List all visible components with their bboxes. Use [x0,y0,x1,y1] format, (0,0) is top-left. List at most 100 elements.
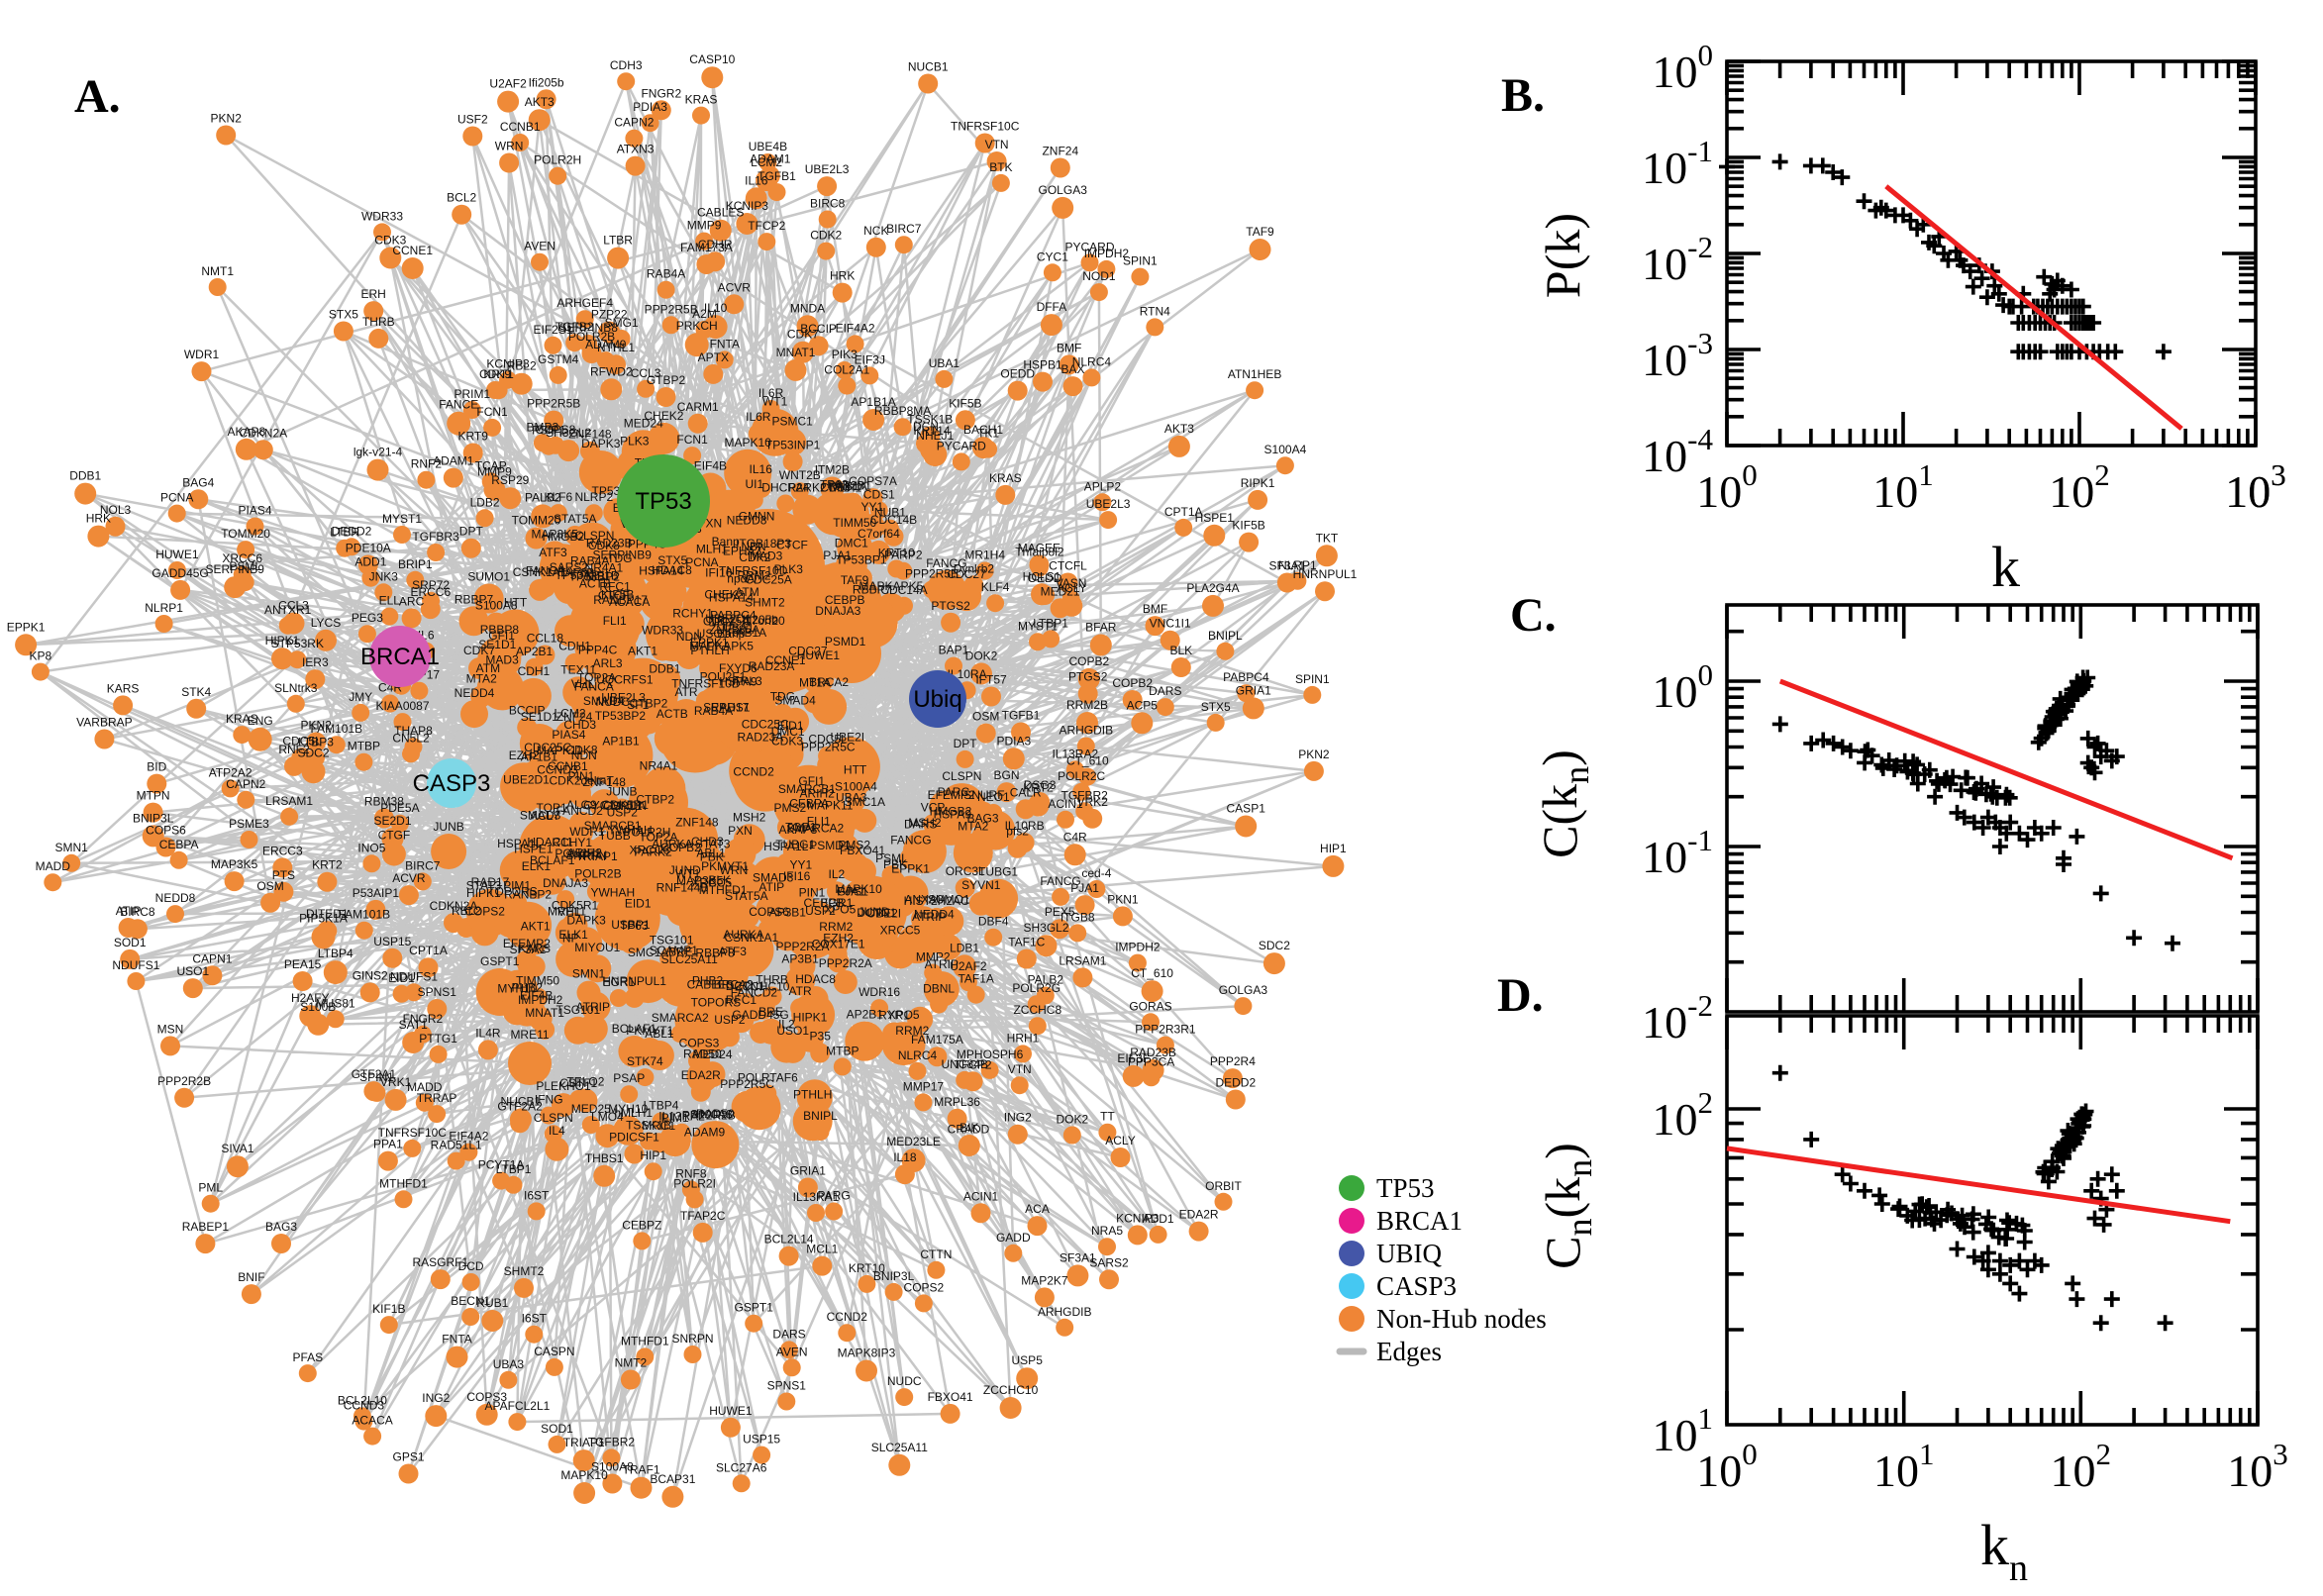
svg-text:TP53AP1: TP53AP1 [556,568,607,582]
svg-text:PSML: PSML [875,851,908,865]
svg-text:MSN: MSN [157,1022,184,1036]
svg-text:HRK: HRK [86,512,111,526]
svg-text:STK74: STK74 [627,1054,663,1068]
svg-text:TOPORS: TOPORS [487,885,537,899]
svg-text:102: 102 [2049,457,2110,517]
svg-text:RAD23B: RAD23B [586,536,633,549]
svg-text:PDIA3: PDIA3 [633,100,667,114]
svg-text:LCM2: LCM2 [554,707,585,721]
svg-text:RANBP17: RANBP17 [593,593,648,607]
svg-text:pfs2: pfs2 [1006,825,1029,839]
svg-text:DMC1: DMC1 [771,725,805,739]
svg-text:CASPN: CASPN [534,1345,574,1358]
svg-text:ITGB8: ITGB8 [1060,910,1095,924]
svg-text:COPS2: COPS2 [904,1280,945,1294]
svg-text:HSPB1: HSPB1 [1023,358,1062,372]
svg-text:NEO1: NEO1 [977,790,1010,804]
svg-text:GMNN: GMNN [739,510,775,524]
svg-text:RCHY1: RCHY1 [672,607,713,621]
svg-text:CDC25A: CDC25A [745,573,791,587]
svg-text:PLA2G4A: PLA2G4A [1186,581,1239,595]
svg-text:LDB1: LDB1 [950,941,979,954]
svg-text:KIAA0087: KIAA0087 [375,699,429,713]
svg-text:S100A4: S100A4 [1264,443,1307,456]
svg-text:ALG9: ALG9 [566,798,597,812]
svg-text:C.: C. [1510,589,1557,642]
svg-text:PTTG1: PTTG1 [419,1032,457,1046]
svg-text:EGR1: EGR1 [602,975,635,989]
svg-text:NMT2: NMT2 [615,1356,648,1370]
svg-text:ZNF148: ZNF148 [583,775,627,789]
svg-text:TT: TT [1100,1110,1115,1124]
svg-text:PKMYT1: PKMYT1 [626,1024,673,1038]
svg-text:TAF6B: TAF6B [558,566,594,580]
svg-text:Tnfaip8l2: Tnfaip8l2 [1015,545,1064,558]
svg-text:FAM173A: FAM173A [680,241,733,254]
svg-text:ZCCHC8: ZCCHC8 [1013,1003,1061,1017]
svg-text:JMY: JMY [349,690,372,704]
svg-text:Ubiq: Ubiq [913,686,961,713]
svg-text:EFEMP2: EFEMP2 [503,937,551,950]
svg-text:USO1: USO1 [776,1024,809,1038]
svg-text:KLF4: KLF4 [981,580,1010,594]
svg-text:ATRIP: ATRIP [576,1000,610,1014]
svg-text:USP15: USP15 [373,935,411,948]
svg-text:SMARCB1: SMARCB1 [778,782,836,796]
svg-text:ACVR: ACVR [718,280,752,294]
svg-text:BNIPL: BNIPL [803,1109,838,1123]
svg-text:UI1: UI1 [745,477,763,491]
svg-text:SARS2: SARS2 [1089,1255,1129,1269]
svg-text:PLK3: PLK3 [620,434,650,448]
svg-text:PML: PML [198,1181,223,1195]
svg-text:HDAC11: HDAC11 [527,836,573,849]
svg-text:MED24: MED24 [624,416,663,430]
svg-text:RBM38: RBM38 [364,795,404,809]
svg-text:NEDD4: NEDD4 [914,908,955,922]
svg-text:ADAM9: ADAM9 [585,338,627,351]
svg-text:PBK: PBK [700,849,724,863]
svg-text:THRB: THRB [362,315,395,329]
svg-text:BLK: BLK [708,873,731,887]
svg-text:FAM101B: FAM101B [338,908,390,922]
svg-text:WDR1: WDR1 [184,348,220,361]
svg-text:STX5: STX5 [329,308,358,322]
svg-text:NRA5: NRA5 [1091,1224,1123,1238]
svg-text:SLC25A11: SLC25A11 [871,1441,928,1454]
svg-text:RBBP8: RBBP8 [480,623,520,637]
svg-text:Banp: Banp [717,627,745,641]
svg-text:RAB4A: RAB4A [694,704,733,718]
svg-text:KRT14: KRT14 [914,424,951,438]
svg-text:MMP9: MMP9 [687,219,722,233]
svg-text:lgk-v21-4: lgk-v21-4 [354,446,403,459]
svg-text:BAG3: BAG3 [265,1220,297,1234]
svg-text:ING2: ING2 [1004,1111,1032,1125]
svg-text:hMLH1: hMLH1 [614,1106,653,1120]
svg-text:DEDD2: DEDD2 [1215,1076,1256,1090]
svg-text:FNTA: FNTA [442,1333,471,1347]
svg-text:GINS2: GINS2 [353,968,388,982]
svg-text:CDKN2A: CDKN2A [430,899,478,913]
svg-text:VNC1I1: VNC1I1 [1150,617,1191,631]
svg-text:BCCIP: BCCIP [509,704,546,718]
svg-text:ADD1: ADD1 [354,555,386,569]
svg-text:PSIP1: PSIP1 [532,424,565,438]
svg-text:SCAMP1: SCAMP1 [650,944,699,957]
svg-text:ATF3: ATF3 [539,546,567,559]
svg-text:TFCP2: TFCP2 [955,1057,992,1071]
svg-text:DHCR24: DHCR24 [761,481,809,495]
svg-text:USF2: USF2 [805,904,836,918]
svg-text:PIN1: PIN1 [568,769,595,783]
svg-text:FANCD2: FANCD2 [731,986,778,1000]
svg-text:BIK: BIK [960,1121,978,1135]
svg-text:UNC84B: UNC84B [942,1057,988,1071]
svg-text:XRCC5: XRCC5 [880,924,921,938]
svg-text:NUCB1: NUCB1 [908,60,949,74]
svg-text:PTHLH: PTHLH [690,644,729,657]
svg-text:Edges: Edges [1376,1337,1442,1366]
svg-text:ITGB18P3: ITGB18P3 [736,537,791,550]
svg-text:CDC25A: CDC25A [703,614,750,628]
svg-text:MTHFD1: MTHFD1 [379,1176,428,1190]
svg-text:MED24: MED24 [692,1047,732,1061]
svg-text:YWHAH: YWHAH [608,824,653,838]
svg-text:SRP72: SRP72 [412,578,450,592]
